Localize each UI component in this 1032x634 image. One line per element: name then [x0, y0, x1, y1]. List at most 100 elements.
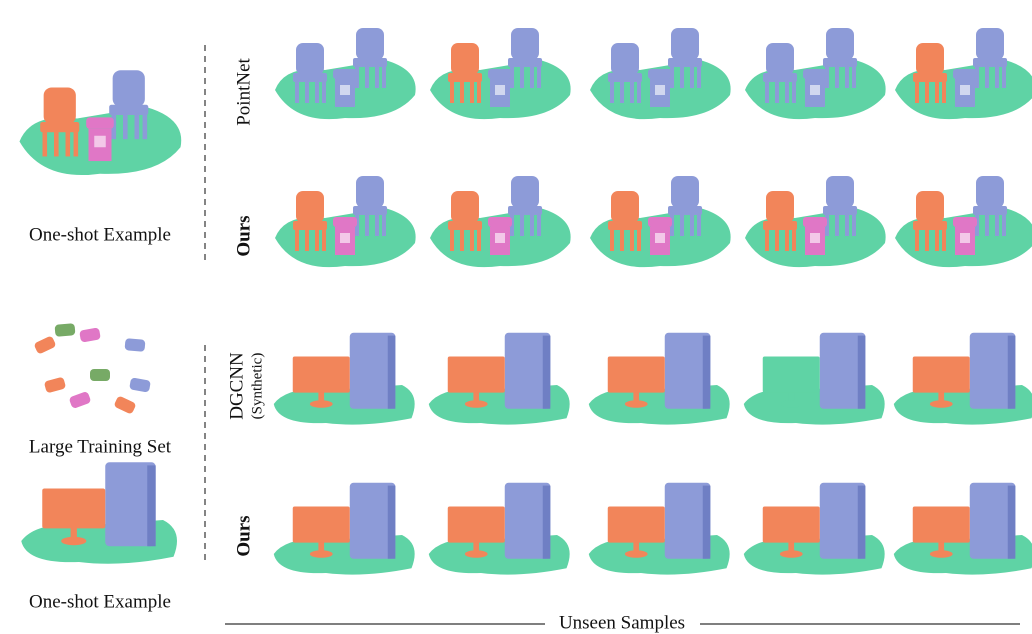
- chair-leg: [670, 66, 674, 88]
- chair-leg: [450, 229, 454, 251]
- chair-leg: [942, 229, 946, 251]
- monitor-base: [309, 400, 333, 408]
- chair-leg: [690, 66, 694, 88]
- chair-leg: [1002, 214, 1006, 236]
- chair-leg: [65, 131, 71, 157]
- chair-back: [826, 28, 854, 60]
- chair-leg: [537, 66, 541, 88]
- monitor-stand: [318, 539, 325, 554]
- chair-leg: [670, 214, 674, 236]
- chair-leg: [142, 113, 148, 140]
- chair-leg: [785, 81, 789, 103]
- chair-leg: [375, 66, 379, 88]
- chair-leg: [845, 214, 849, 236]
- monitor-screen: [447, 356, 505, 393]
- stool-hole: [810, 85, 820, 95]
- chair-back: [356, 28, 384, 60]
- chair-leg: [630, 229, 634, 251]
- chair-seat: [353, 58, 387, 67]
- chair: [913, 191, 947, 251]
- stool-hole: [340, 233, 350, 243]
- stool-hole: [655, 85, 665, 95]
- chair-leg: [315, 229, 319, 251]
- chair: [448, 43, 482, 103]
- chair-leg: [690, 214, 694, 236]
- chair-seat: [448, 221, 482, 230]
- chair-seat: [973, 58, 1007, 67]
- stool: [86, 117, 114, 162]
- chair-leg: [42, 131, 48, 157]
- chair-leg: [765, 81, 769, 103]
- chair-seat: [823, 58, 857, 67]
- cabinet-side: [387, 485, 396, 559]
- training-object: [44, 377, 66, 393]
- chair-back: [112, 70, 145, 107]
- chair-leg: [985, 66, 989, 88]
- chair-scene: [430, 176, 571, 268]
- chair-leg: [111, 113, 117, 140]
- monitor-screen: [607, 506, 665, 543]
- chair-leg: [825, 66, 829, 88]
- monitor-base: [779, 550, 803, 558]
- training-object: [54, 323, 76, 337]
- stool: [648, 69, 672, 107]
- monitor-scene: [588, 332, 730, 425]
- chair: [508, 176, 542, 236]
- monitor-screen: [762, 506, 820, 543]
- chair-leg: [825, 214, 829, 236]
- chair-back: [766, 191, 794, 223]
- chair: [823, 28, 857, 88]
- chair-back: [511, 28, 539, 60]
- chair-seat: [508, 58, 542, 67]
- chair-leg: [935, 81, 939, 103]
- stool-top: [953, 69, 977, 79]
- row-label: Ours: [233, 515, 254, 556]
- monitor-stand: [633, 539, 640, 554]
- chair-back: [451, 191, 479, 223]
- chair-seat: [763, 73, 797, 82]
- chair-back: [916, 191, 944, 223]
- chair: [508, 28, 542, 88]
- cabinet-side: [857, 335, 866, 409]
- monitor-screen: [762, 356, 820, 393]
- chair-leg: [322, 229, 326, 251]
- monitor-stand: [938, 389, 945, 404]
- chair-scene: [895, 28, 1032, 120]
- chair-scene: [275, 28, 416, 120]
- chair-leg: [520, 66, 524, 88]
- chair-seat: [668, 206, 702, 215]
- stool: [333, 217, 357, 255]
- chair-back: [611, 191, 639, 223]
- monitor-base: [624, 550, 648, 558]
- chair-scene: [895, 176, 1032, 268]
- chair-seat: [973, 206, 1007, 215]
- chair-leg: [510, 214, 514, 236]
- chair-leg: [942, 81, 946, 103]
- chair: [448, 191, 482, 251]
- chair-leg: [680, 66, 684, 88]
- chair-leg: [295, 229, 299, 251]
- chair-seat: [608, 73, 642, 82]
- chair-leg: [697, 66, 701, 88]
- monitor-stand: [788, 389, 795, 404]
- training-object: [34, 336, 56, 354]
- chair-leg: [852, 214, 856, 236]
- chair-leg: [375, 214, 379, 236]
- chair-leg: [315, 81, 319, 103]
- monitor-stand: [318, 389, 325, 404]
- stool: [953, 69, 977, 107]
- chair-seat: [608, 221, 642, 230]
- example-label: One-shot Example: [29, 591, 171, 612]
- row-sublabel: (Synthetic): [249, 353, 265, 420]
- stool-top: [648, 217, 672, 227]
- chair-back: [976, 28, 1004, 60]
- stool-top: [953, 217, 977, 227]
- monitor-base: [624, 400, 648, 408]
- stool-hole: [340, 85, 350, 95]
- chair-leg: [637, 229, 641, 251]
- monitor-scene: [588, 482, 730, 575]
- monitor-screen: [912, 356, 970, 393]
- monitor-scene: [893, 482, 1032, 575]
- chair: [293, 191, 327, 251]
- chair-leg: [637, 81, 641, 103]
